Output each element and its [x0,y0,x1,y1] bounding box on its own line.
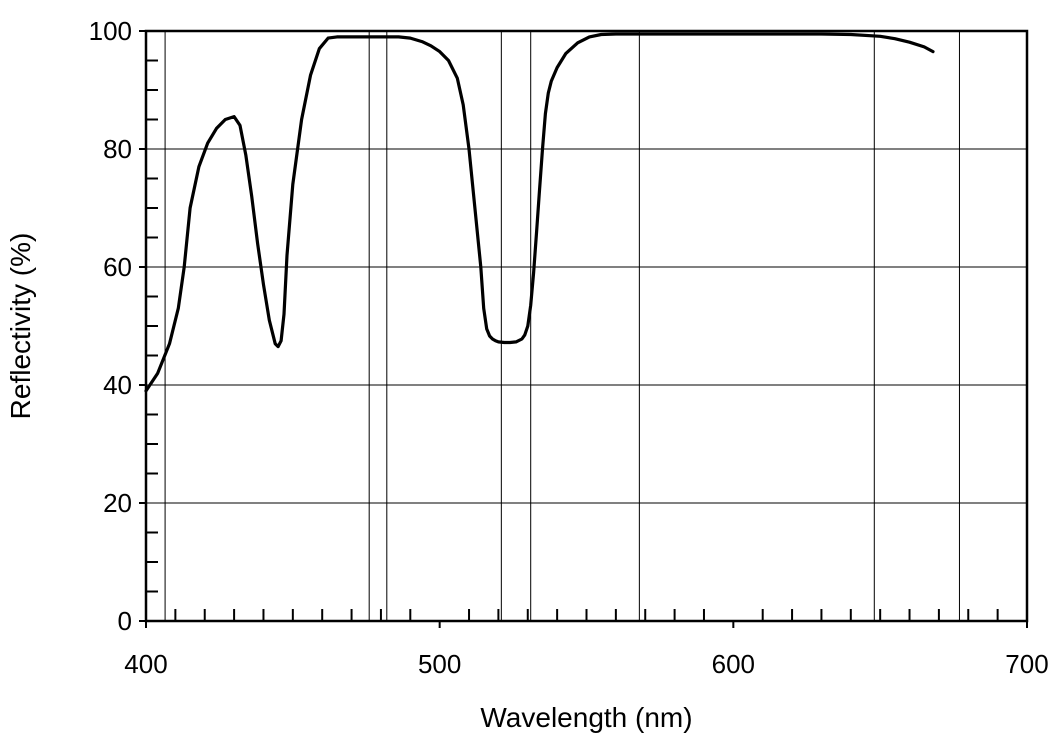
series-line-0 [144,32,935,393]
minor-ticks [139,30,1028,628]
y-tick-label: 100 [89,16,132,46]
x-tick-label: 500 [418,649,461,679]
x-tick-label: 400 [124,649,167,679]
tick-labels: 0 20 40 60 80 100 400 500 600 700 [89,16,1049,679]
y-tick-label: 60 [103,252,132,282]
grid-lines [146,30,1027,622]
x-tick-label: 700 [1005,649,1048,679]
x-tick-label: 600 [712,649,755,679]
y-axis-label: Reflectivity (%) [5,233,36,420]
y-tick-label: 40 [103,370,132,400]
x-axis-label: Wavelength (nm) [480,702,692,733]
series-layer [144,32,935,393]
plot-area-frame [144,29,1029,623]
y-tick-label: 20 [103,488,132,518]
y-tick-label: 80 [103,134,132,164]
y-tick-label: 0 [118,606,132,636]
